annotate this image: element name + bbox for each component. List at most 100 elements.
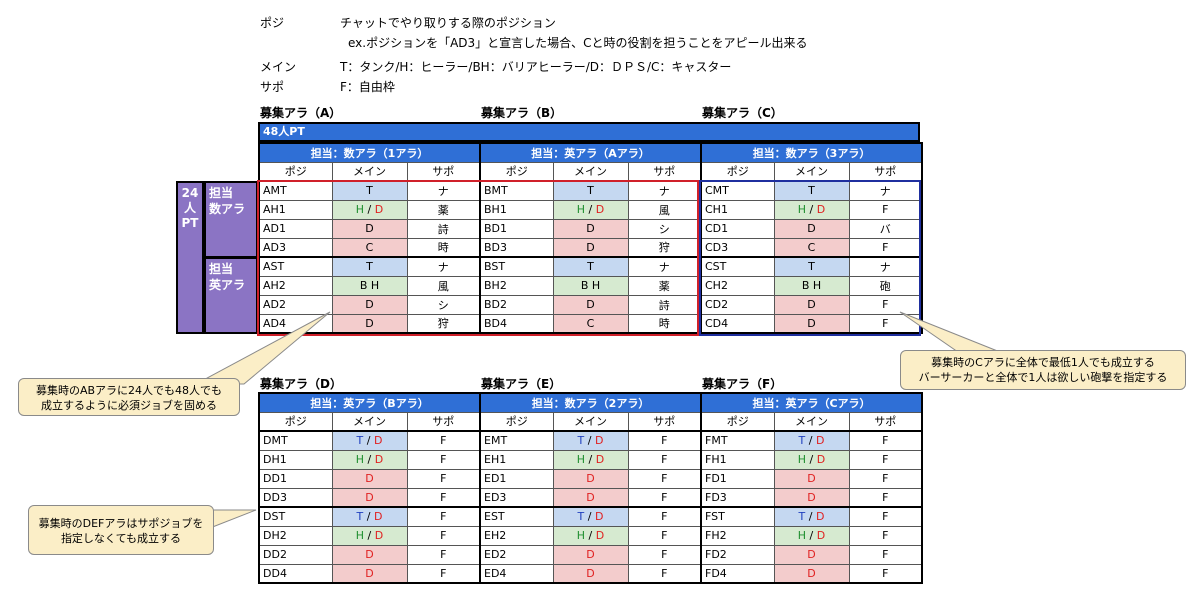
main-role-cell: B H: [331, 275, 408, 296]
table-row: CD4 D F: [700, 313, 924, 334]
main-role-slash: /: [364, 529, 375, 542]
main-role-cell: D: [552, 294, 629, 315]
table-row: FD3 D F: [700, 487, 924, 508]
main-role-cell: H / D: [331, 199, 408, 220]
position-cell: FD4: [700, 563, 775, 584]
position-cell: CST: [700, 256, 775, 277]
main-role-cell: D: [331, 544, 408, 565]
column-header-main: メイン: [773, 411, 850, 432]
callout-def: 募集時のDEFアラはサポジョブを 指定しなくても成立する: [28, 505, 214, 555]
table-row: AST T ナ: [258, 256, 482, 277]
main-role-secondary: D: [816, 203, 826, 216]
main-role-secondary: D: [595, 529, 605, 542]
position-cell: BD4: [479, 313, 554, 334]
legend-key: サポ: [260, 80, 285, 94]
main-role-primary: H: [576, 529, 586, 542]
main-role-slash: /: [585, 203, 596, 216]
pt48-banner: 48人PT: [258, 122, 920, 142]
position-cell: EH1: [479, 449, 554, 470]
column-header-pos: ポジ: [700, 411, 775, 432]
pt24-label-line: 人: [183, 201, 196, 215]
table-row: AD4 D 狩: [258, 313, 482, 334]
main-role-secondary: D: [374, 203, 384, 216]
group-header: 担当：数アラ（1アラ）: [257, 142, 482, 163]
main-role-slash: /: [363, 434, 374, 448]
main-role-primary: T: [356, 434, 364, 448]
main-role-cell: D: [552, 544, 629, 565]
group-title-f: 募集アラ（F）: [702, 377, 783, 391]
table-row: BD3 D 狩: [479, 237, 702, 258]
callout-line: 募集時のCアラに全体で最低1人でも成立する: [931, 356, 1155, 369]
legend-value: F：自由枠: [340, 80, 395, 94]
callout-line: 募集時のABアラに24人でも48人でも: [35, 384, 223, 397]
position-cell: AD2: [258, 294, 333, 315]
support-cell: F: [406, 430, 482, 451]
group-header: 担当：英アラ（Cアラ）: [699, 392, 924, 413]
group-table: 担当：数アラ（3アラ） ポジ メイン サポ CMT T ナ CH1 H / D F CD1 D バ CD3…: [699, 142, 924, 334]
main-role-primary: H: [355, 529, 365, 542]
pt24-label: 24 人 PT: [176, 181, 204, 334]
group-table: 担当：数アラ（1アラ） ポジ メイン サポ AMT T ナ AH1 H / D 薬 AD1 D 詩 AD3…: [257, 142, 482, 334]
table-row: FD4 D F: [700, 563, 924, 584]
main-role-cell: B H: [773, 275, 850, 296]
column-header-pos: ポジ: [479, 411, 554, 432]
main-role-cell: H / D: [773, 449, 850, 470]
position-cell: AD1: [258, 218, 333, 239]
main-role-cell: D: [552, 563, 629, 584]
callout-line: 成立するように必須ジョブを固める: [41, 399, 217, 412]
group-header: 担当：英アラ（Aアラ）: [479, 142, 702, 163]
main-role-secondary: D: [595, 453, 605, 466]
column-header-main: メイン: [773, 161, 850, 182]
group-title-a: 募集アラ（A）: [260, 106, 342, 120]
main-role-slash: /: [806, 203, 817, 216]
main-role-secondary: D: [595, 203, 605, 216]
callout-tail-ab: [195, 311, 331, 385]
column-header-sub: サポ: [848, 411, 924, 432]
main-role-cell: T: [552, 256, 629, 277]
main-role-slash: /: [585, 453, 596, 466]
main-role-slash: /: [805, 510, 816, 524]
main-role-slash: /: [805, 434, 816, 448]
group-header: 担当：数アラ（2アラ）: [478, 392, 703, 413]
position-cell: CD1: [700, 218, 775, 239]
position-cell: EMT: [479, 430, 554, 451]
support-cell: F: [848, 563, 924, 584]
position-cell: AD3: [258, 237, 333, 258]
table-row: BD1 D シ: [479, 218, 702, 239]
main-role-cell: D: [552, 218, 629, 239]
main-role-cell: T / D: [773, 506, 850, 527]
main-role-secondary: D: [815, 510, 825, 524]
main-role-cell: D: [773, 313, 850, 334]
main-role-cell: D: [773, 544, 850, 565]
main-role-secondary: D: [594, 510, 604, 524]
position-cell: DD3: [258, 487, 333, 508]
main-role-secondary: D: [816, 453, 826, 466]
main-role-cell: T: [331, 256, 408, 277]
position-cell: ED3: [479, 487, 554, 508]
main-role-primary: H: [355, 203, 365, 216]
table-row: BD4 C 時: [479, 313, 702, 334]
group-header: 担当：英アラ（Bアラ）: [257, 392, 482, 413]
main-role-primary: H: [576, 203, 586, 216]
callout-tail-def: [209, 509, 257, 529]
main-role-slash: /: [364, 453, 375, 466]
pt24-sub-line: 担当: [209, 262, 234, 276]
main-role-secondary: D: [816, 529, 826, 542]
main-role-cell: D: [773, 294, 850, 315]
main-role-slash: /: [806, 529, 817, 542]
main-role-primary: T: [577, 434, 585, 448]
main-role-cell: D: [552, 468, 629, 489]
main-role-secondary: D: [373, 510, 383, 524]
position-cell: FH1: [700, 449, 775, 470]
table-row: ED4 D F: [479, 563, 703, 584]
main-role-cell: T / D: [331, 506, 408, 527]
group-table: 担当：英アラ（Cアラ） ポジ メイン サポ FMT T / D F FH1 H / D F FD1 D…: [699, 392, 924, 584]
legend-value: チャットでやり取りする際のポジション: [340, 16, 556, 30]
main-role-slash: /: [364, 203, 375, 216]
